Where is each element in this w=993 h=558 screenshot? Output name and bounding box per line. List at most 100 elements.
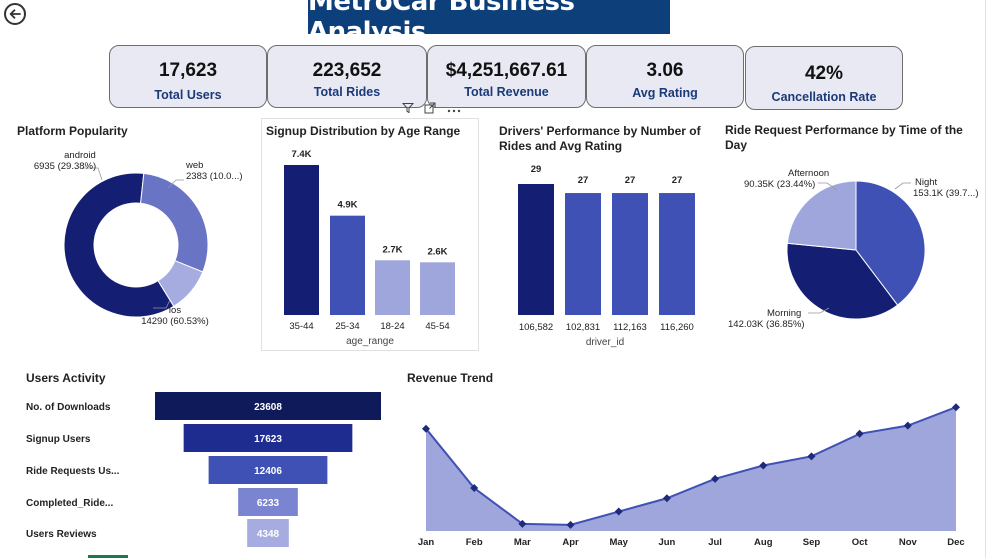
- pie-slice: [786, 242, 899, 320]
- revenue-point: [952, 403, 960, 412]
- bar: [612, 193, 648, 315]
- slice-leader-line: [167, 179, 184, 189]
- slice-leader-line: [808, 307, 830, 314]
- kpi-label: Total Revenue: [464, 85, 549, 99]
- bar: [375, 260, 410, 315]
- funnel-bar: [155, 392, 381, 420]
- kpi-card-total-rides: 223,652 Total Rides: [267, 45, 427, 108]
- x-axis-title: age_range: [346, 336, 394, 347]
- back-button[interactable]: [4, 3, 26, 25]
- page-title: MetroCar Business Analysis: [308, 0, 670, 47]
- bar-data-label: 7.4K: [291, 149, 311, 160]
- revenue-line: [425, 406, 957, 526]
- x-tick-label: Mar: [514, 537, 531, 548]
- kpi-value: 17,623: [158, 60, 218, 81]
- chart-title-drivers: Drivers' Performance by Number of Rides …: [499, 124, 701, 153]
- revenue-point: [470, 484, 479, 493]
- funnel-bar: [247, 519, 289, 547]
- bar: [420, 262, 455, 315]
- kpi-label: Avg Rating: [632, 86, 698, 100]
- more-options-icon[interactable]: [446, 101, 462, 119]
- slice-category-label: android: [64, 150, 96, 161]
- donut-slice: [157, 260, 204, 307]
- slice-value-label: 6935 (29.38%): [34, 161, 96, 172]
- kpi-label: Total Rides: [313, 85, 381, 99]
- kpi-card-total-users: 17,623 Total Users: [109, 45, 267, 108]
- chart-title-platform: Platform Popularity: [17, 124, 128, 138]
- slice-leader-line: [153, 299, 171, 309]
- funnel-bar: [238, 488, 298, 516]
- chart-title-users-activity: Users Activity: [26, 371, 106, 385]
- x-tick-label: Aug: [754, 537, 773, 548]
- x-tick-label: 112,163: [613, 322, 647, 333]
- bar-data-label: 4.9K: [337, 200, 357, 211]
- slice-category-label: Night: [915, 177, 938, 188]
- funnel-bar: [208, 456, 328, 484]
- revenue-point: [422, 424, 430, 433]
- signup-bar-chart: 7.4K 35-44 4.9K 25-34 2.7K 18-24 2.6K 45-54 age_…: [284, 149, 455, 347]
- visual-header-icons: [401, 101, 477, 119]
- chart-title-signup: Signup Distribution by Age Range: [266, 124, 461, 138]
- x-tick-label: Jun: [658, 537, 675, 548]
- slice-value-label: 90.35K (23.44%): [744, 179, 815, 190]
- funnel-category-label: No. of Downloads: [26, 402, 111, 413]
- revenue-point: [807, 452, 816, 461]
- x-tick-label: 35-44: [289, 321, 313, 332]
- kpi-card-avg-rating: 3.06 Avg Rating: [586, 45, 744, 108]
- slice-value-label: 14290 (60.53%): [141, 316, 209, 327]
- filter-icon[interactable]: [401, 101, 415, 119]
- funnel-category-label: Users Reviews: [26, 529, 97, 540]
- slice-value-label: 2383 (10.0...): [186, 171, 243, 182]
- bar-data-label: 27: [672, 175, 683, 186]
- focus-mode-icon[interactable]: [424, 101, 436, 119]
- slice-leader-line: [894, 182, 911, 190]
- x-tick-label: 116,260: [660, 322, 694, 333]
- funnel-category-label: Ride Requests Us...: [26, 466, 120, 477]
- revenue-point: [566, 520, 575, 529]
- funnel-value-label: 23608: [254, 402, 282, 413]
- funnel-bar: [183, 424, 353, 452]
- kpi-value: $4,251,667.61: [445, 60, 568, 81]
- bar: [518, 184, 554, 315]
- funnel-category-label: Signup Users: [26, 434, 91, 445]
- pie-slice: [786, 180, 857, 251]
- kpi-value: 3.06: [646, 60, 684, 81]
- x-tick-label: 45-54: [425, 321, 449, 332]
- revenue-point: [614, 507, 623, 516]
- slice-value-label: 142.03K (36.85%): [728, 319, 805, 330]
- revenue-point: [662, 494, 671, 503]
- kpi-value: 223,652: [312, 60, 382, 81]
- funnel-value-label: 4348: [257, 529, 280, 540]
- x-tick-label: 18-24: [380, 321, 404, 332]
- page-tab-indicator: [88, 555, 128, 558]
- x-tick-label: 102,831: [566, 322, 600, 333]
- slice-category-label: Afternoon: [788, 168, 829, 179]
- bar-data-label: 2.6K: [427, 246, 447, 257]
- revenue-point: [518, 519, 527, 528]
- donut-slice: [140, 172, 209, 273]
- funnel-value-label: 12406: [254, 466, 282, 477]
- bar-data-label: 27: [578, 175, 589, 186]
- x-tick-label: Sep: [803, 537, 821, 548]
- revenue-point: [759, 461, 768, 470]
- kpi-card-total-revenue: $4,251,667.61 Total Revenue: [427, 45, 586, 108]
- slice-leader-line: [818, 182, 838, 191]
- x-tick-label: Nov: [899, 537, 918, 548]
- x-tick-label: 25-34: [335, 321, 359, 332]
- kpi-value: 42%: [804, 63, 844, 84]
- bar: [284, 165, 319, 315]
- revenue-point: [711, 474, 720, 483]
- x-tick-label: Apr: [562, 537, 579, 548]
- signup-chart-frame: [261, 118, 479, 351]
- donut-slice: [63, 172, 175, 318]
- page-divider: [985, 0, 986, 558]
- bar: [659, 193, 695, 315]
- slice-category-label: web: [185, 160, 203, 171]
- chart-title-ride-requests: Ride Request Performance by Time of the …: [725, 123, 963, 152]
- chart-title-revenue: Revenue Trend: [407, 371, 494, 385]
- funnel-category-label: Completed_Ride...: [26, 498, 113, 509]
- slice-leader-line: [82, 167, 103, 181]
- kpi-label: Cancellation Rate: [771, 90, 877, 104]
